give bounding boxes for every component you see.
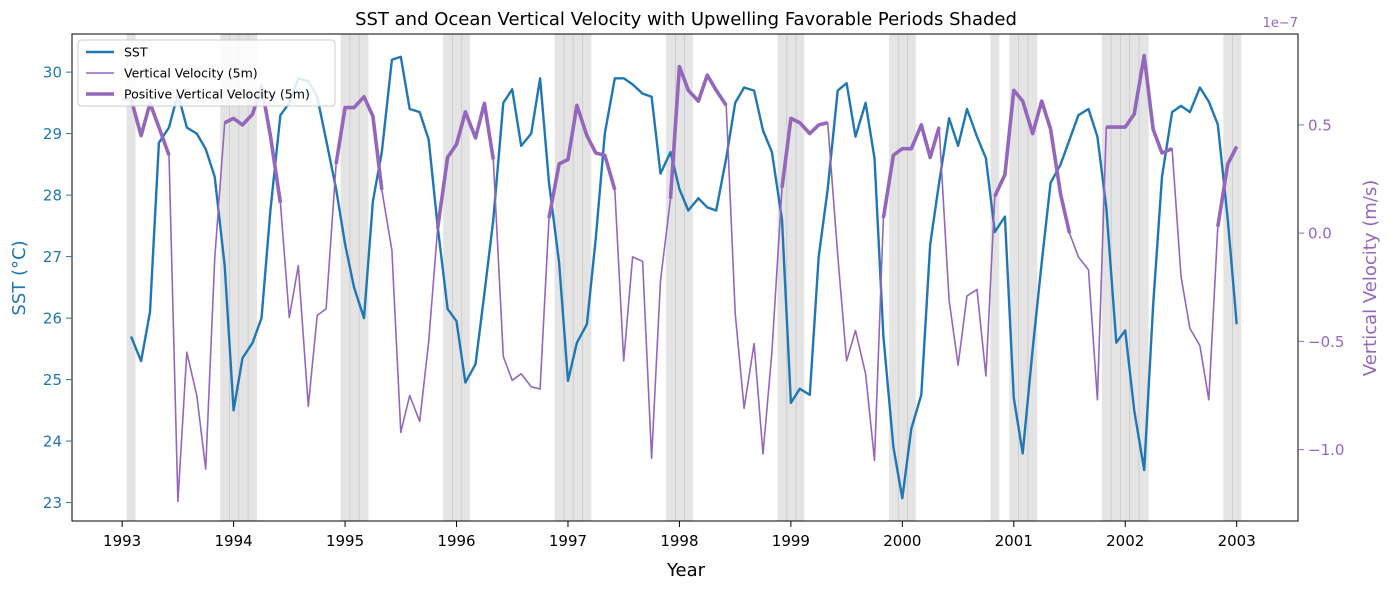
- chart-title: SST and Ocean Vertical Velocity with Upw…: [355, 9, 1017, 30]
- positive-velocity-segment-4: [547, 103, 617, 219]
- upwelling-shading: [126, 34, 1242, 521]
- positive-velocity-segment-7: [881, 123, 941, 219]
- upwelling-period-6: [777, 34, 805, 521]
- positive-velocity-segment-5: [668, 64, 728, 199]
- left-y-tick-label: 24: [43, 433, 62, 451]
- upwelling-period-8: [990, 34, 1000, 521]
- legend: SST Vertical Velocity (5m) Positive Vert…: [77, 39, 336, 107]
- legend-label-sst: SST: [124, 45, 148, 60]
- x-axis-ticks: 1993 1994 1995 1996 1997 1998 1999 2000 2001 2002…: [103, 521, 1256, 550]
- left-y-tick-label: 28: [43, 187, 62, 205]
- positive-velocity-line-layer: [122, 53, 1239, 234]
- x-tick-label: 1993: [103, 532, 141, 550]
- x-tick-label: 1996: [437, 532, 475, 550]
- x-tick-label: 2002: [1106, 532, 1144, 550]
- left-y-tick-label: 30: [43, 64, 62, 82]
- positive-velocity-segment-6: [780, 116, 829, 188]
- x-tick-label: 1997: [549, 532, 587, 550]
- positive-velocity-segment-2: [334, 95, 384, 191]
- left-y-axis-title: SST (°C): [9, 240, 30, 315]
- left-y-tick-label: 25: [43, 371, 62, 389]
- positive-velocity-segment-9: [1106, 53, 1173, 155]
- right-y-tick-label: −1.0: [1308, 441, 1344, 459]
- left-y-tick-label: 26: [43, 310, 62, 328]
- left-y-tick-label: 29: [43, 125, 62, 143]
- x-axis-title: Year: [666, 560, 706, 581]
- right-y-axis-title: Vertical Velocity (m/s): [1360, 180, 1381, 376]
- positive-velocity-segment-8: [993, 88, 1072, 234]
- legend-label-positive-velocity: Positive Vertical Velocity (5m): [124, 87, 310, 102]
- right-y-tick-label: −0.5: [1308, 333, 1344, 351]
- x-tick-label: 1998: [660, 532, 698, 550]
- right-axis-offset-label: 1e−7: [1263, 16, 1298, 31]
- left-y-tick-label: 23: [43, 494, 62, 512]
- positive-velocity-segment-1: [223, 84, 283, 204]
- legend-label-velocity: Vertical Velocity (5m): [124, 66, 258, 81]
- x-tick-label: 2001: [995, 532, 1033, 550]
- x-tick-label: 1995: [326, 532, 364, 550]
- plot-frame: [71, 33, 1299, 522]
- upwelling-period-10: [1101, 34, 1149, 521]
- x-tick-label: 1999: [772, 532, 810, 550]
- upwelling-period-3: [443, 34, 470, 521]
- legend-box: [77, 39, 336, 107]
- upwelling-period-0: [126, 34, 136, 521]
- x-tick-label: 2003: [1218, 532, 1256, 550]
- upwelling-period-5: [666, 34, 693, 521]
- positive-velocity-segment-10: [1216, 145, 1239, 227]
- left-y-tick-label: 27: [43, 248, 62, 266]
- x-tick-label: 1994: [215, 532, 253, 550]
- right-y-axis-ticks: −1.0 −0.5 0.0 0.5: [1298, 116, 1344, 459]
- left-y-axis-ticks: 23 24 25 26 27 28 29 30: [43, 64, 72, 512]
- right-y-tick-label: 0.5: [1308, 116, 1332, 134]
- right-y-tick-label: 0.0: [1308, 225, 1332, 243]
- positive-velocity-segment-3: [435, 101, 496, 230]
- x-tick-label: 2000: [883, 532, 921, 550]
